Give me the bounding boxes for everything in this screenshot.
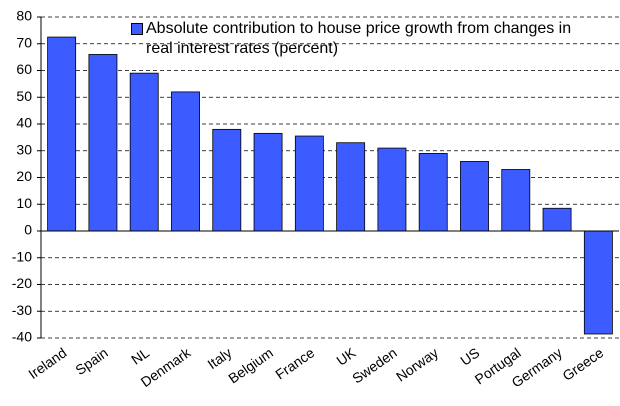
x-tick-label: Ireland bbox=[25, 344, 69, 382]
y-tick-label: 60 bbox=[16, 61, 32, 77]
bar bbox=[460, 161, 489, 232]
bar bbox=[212, 128, 242, 232]
y-tick-label: -20 bbox=[12, 275, 32, 291]
y-tick-label: 30 bbox=[16, 141, 32, 157]
bar bbox=[47, 36, 77, 232]
y-tick-label: -30 bbox=[12, 302, 32, 318]
bar bbox=[88, 54, 118, 232]
legend-swatch bbox=[131, 23, 143, 35]
x-tick-label: Greece bbox=[559, 344, 606, 384]
bar bbox=[294, 135, 324, 232]
y-tick-label: -10 bbox=[12, 248, 32, 264]
x-tick-label: Italy bbox=[204, 344, 234, 372]
bar bbox=[583, 230, 613, 335]
y-tick-label: 80 bbox=[16, 8, 32, 24]
x-tick-label: UK bbox=[333, 344, 359, 369]
x-tick-label: Belgium bbox=[225, 344, 276, 386]
x-tick-label: Norway bbox=[393, 344, 441, 384]
x-tick-label: Spain bbox=[72, 344, 111, 378]
bar bbox=[253, 132, 283, 232]
bar bbox=[501, 169, 531, 232]
bar bbox=[377, 147, 407, 232]
bar bbox=[418, 153, 448, 232]
y-tick-label: -40 bbox=[12, 329, 32, 345]
x-tick-label: France bbox=[272, 344, 317, 382]
bar bbox=[171, 91, 200, 232]
legend-label: Absolute contribution to house price gro… bbox=[146, 20, 572, 57]
x-tick-label: Sweden bbox=[349, 344, 400, 386]
y-tick-label: 40 bbox=[16, 115, 32, 131]
y-tick-label: 20 bbox=[16, 168, 32, 184]
y-tick-label: 10 bbox=[16, 195, 32, 211]
y-tick-label: 0 bbox=[24, 222, 32, 238]
bar bbox=[129, 72, 159, 232]
bar bbox=[542, 207, 572, 232]
x-tick-label: US bbox=[457, 344, 482, 368]
y-tick-label: 50 bbox=[16, 88, 32, 104]
y-tick-label: 70 bbox=[16, 34, 32, 50]
bar bbox=[336, 142, 366, 232]
legend: Absolute contribution to house price gro… bbox=[131, 19, 601, 59]
x-tick-label: NL bbox=[128, 344, 152, 367]
